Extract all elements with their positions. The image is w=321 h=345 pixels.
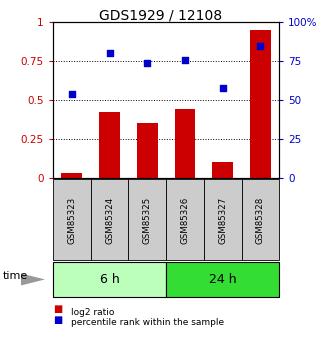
- Text: percentile rank within the sample: percentile rank within the sample: [71, 318, 224, 327]
- Text: GSM85325: GSM85325: [143, 196, 152, 244]
- Point: [220, 85, 225, 90]
- Point: [182, 57, 187, 62]
- Polygon shape: [21, 273, 45, 286]
- Text: ■: ■: [53, 315, 62, 325]
- Text: log2 ratio: log2 ratio: [71, 308, 114, 317]
- Text: GSM85326: GSM85326: [180, 196, 189, 244]
- Bar: [137, 123, 158, 178]
- Point: [145, 60, 150, 66]
- Point: [107, 51, 112, 56]
- Bar: [61, 173, 82, 178]
- Bar: [212, 162, 233, 178]
- Bar: [99, 112, 120, 178]
- Point: [69, 91, 74, 97]
- Bar: [175, 109, 195, 178]
- Text: GDS1929 / 12108: GDS1929 / 12108: [99, 9, 222, 23]
- Text: GSM85324: GSM85324: [105, 196, 114, 244]
- Text: GSM85328: GSM85328: [256, 196, 265, 244]
- Text: GSM85327: GSM85327: [218, 196, 227, 244]
- Text: GSM85323: GSM85323: [67, 196, 76, 244]
- Point: [258, 43, 263, 48]
- Text: 6 h: 6 h: [100, 273, 119, 286]
- Text: ■: ■: [53, 304, 62, 314]
- Bar: [250, 30, 271, 178]
- Text: 24 h: 24 h: [209, 273, 237, 286]
- Text: time: time: [3, 271, 29, 281]
